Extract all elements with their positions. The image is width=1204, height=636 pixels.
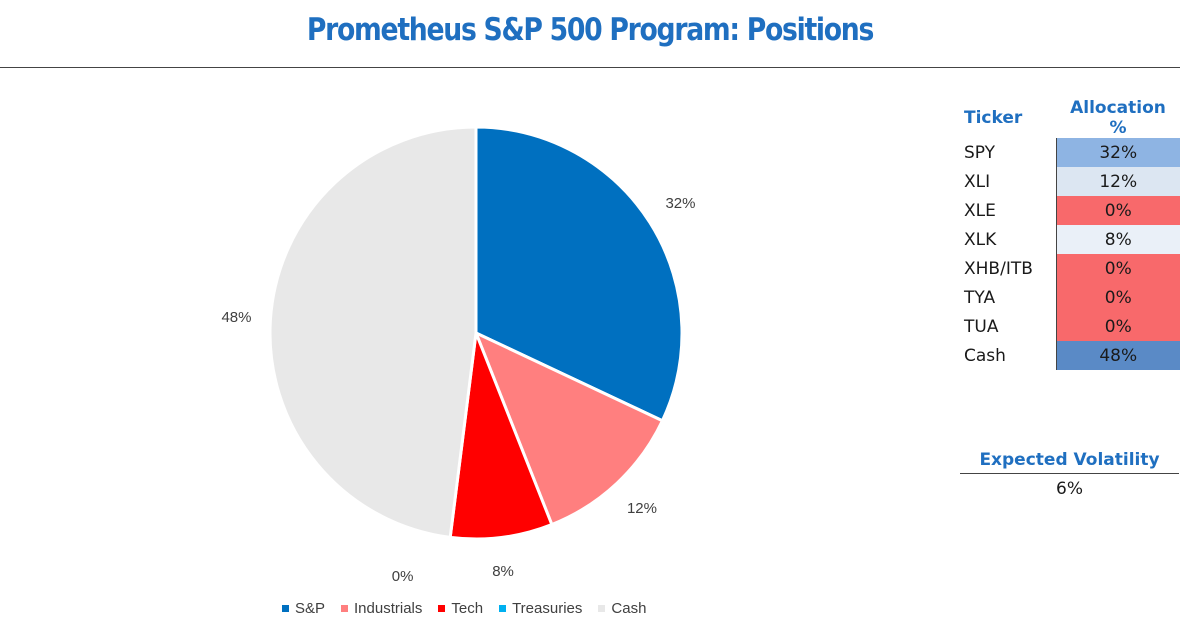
table-row: XLE 0% [960, 196, 1180, 225]
pie-label-industrials: 12% [626, 499, 657, 517]
ticker-cell: TUA [964, 316, 999, 337]
allocation-cell: 32% [1056, 138, 1180, 167]
table-row: XLK 8% [960, 225, 1180, 254]
ticker-cell: XLK [964, 229, 997, 250]
pie-label-cash: 48% [221, 308, 252, 326]
allocation-cell: 12% [1056, 167, 1180, 196]
legend-item-industrials: Industrials [341, 600, 422, 617]
ticker-cell: XLI [964, 171, 991, 192]
table-row: XLI 12% [960, 167, 1180, 196]
legend-item-cash: Cash [598, 600, 646, 617]
legend-label-tech: Tech [451, 600, 484, 617]
pie-chart [268, 125, 684, 541]
pie-slice-s-p [474, 125, 684, 423]
legend-item-treasuries: Treasuries [499, 600, 582, 617]
table-row: SPY 32% [960, 138, 1180, 167]
pie-label-tech: 8% [492, 563, 514, 581]
volatility-divider [960, 473, 1179, 474]
ticker-cell: XLE [964, 200, 996, 221]
legend-swatch-tech [438, 605, 446, 612]
legend-item-s-p: S&P [282, 600, 325, 617]
page-title: Prometheus S&P 500 Program: Positions [306, 12, 874, 48]
table-row: TYA 0% [960, 283, 1180, 312]
title-divider [0, 67, 1180, 68]
ticker-cell: Cash [964, 345, 1006, 366]
legend-swatch-industrials [341, 605, 349, 612]
allocation-cell: 0% [1056, 196, 1180, 225]
allocation-cell: 48% [1056, 341, 1180, 370]
table-row: TUA 0% [960, 312, 1180, 341]
ticker-cell: TYA [964, 287, 996, 308]
allocation-cell: 0% [1056, 283, 1180, 312]
legend-label-treasuries: Treasuries [512, 600, 583, 617]
legend-swatch-cash [598, 605, 606, 612]
expected-volatility-value: 6% [1056, 479, 1083, 499]
pie-slice-industrials [473, 330, 665, 527]
legend-swatch-treasuries [499, 605, 507, 612]
ticker-header: Ticker [964, 108, 1023, 128]
table-row: XHB/ITB 0% [960, 254, 1180, 283]
allocation-table: Ticker Allocation % SPY 32% XLI 12% XLE 0% XLK… [960, 98, 1180, 370]
pie-label-treasuries: 0% [391, 568, 414, 586]
legend-label-cash: Cash [611, 600, 647, 617]
expected-volatility-label: Expected Volatility [979, 450, 1160, 470]
pie-slice-cash [268, 125, 478, 540]
legend-label-industrials: Industrials [354, 600, 423, 617]
ticker-cell: SPY [964, 142, 996, 163]
legend-label-s-p: S&P [295, 600, 326, 617]
legend-swatch-s-p [282, 605, 289, 612]
allocation-header: Allocation % [1070, 98, 1166, 138]
legend-item-tech: Tech [438, 600, 483, 617]
allocation-cell: 0% [1056, 312, 1180, 341]
table-header-row: Ticker Allocation % [960, 98, 1180, 138]
chart-legend: S&P Industrials Tech Treasuries Cash [282, 600, 646, 617]
allocation-cell: 0% [1056, 254, 1180, 283]
pie-label-s-p: 32% [665, 194, 696, 212]
pie-slice-tech [448, 332, 554, 541]
table-row: Cash 48% [960, 341, 1180, 370]
allocation-cell: 8% [1056, 225, 1180, 254]
ticker-cell: XHB/ITB [964, 258, 1033, 279]
